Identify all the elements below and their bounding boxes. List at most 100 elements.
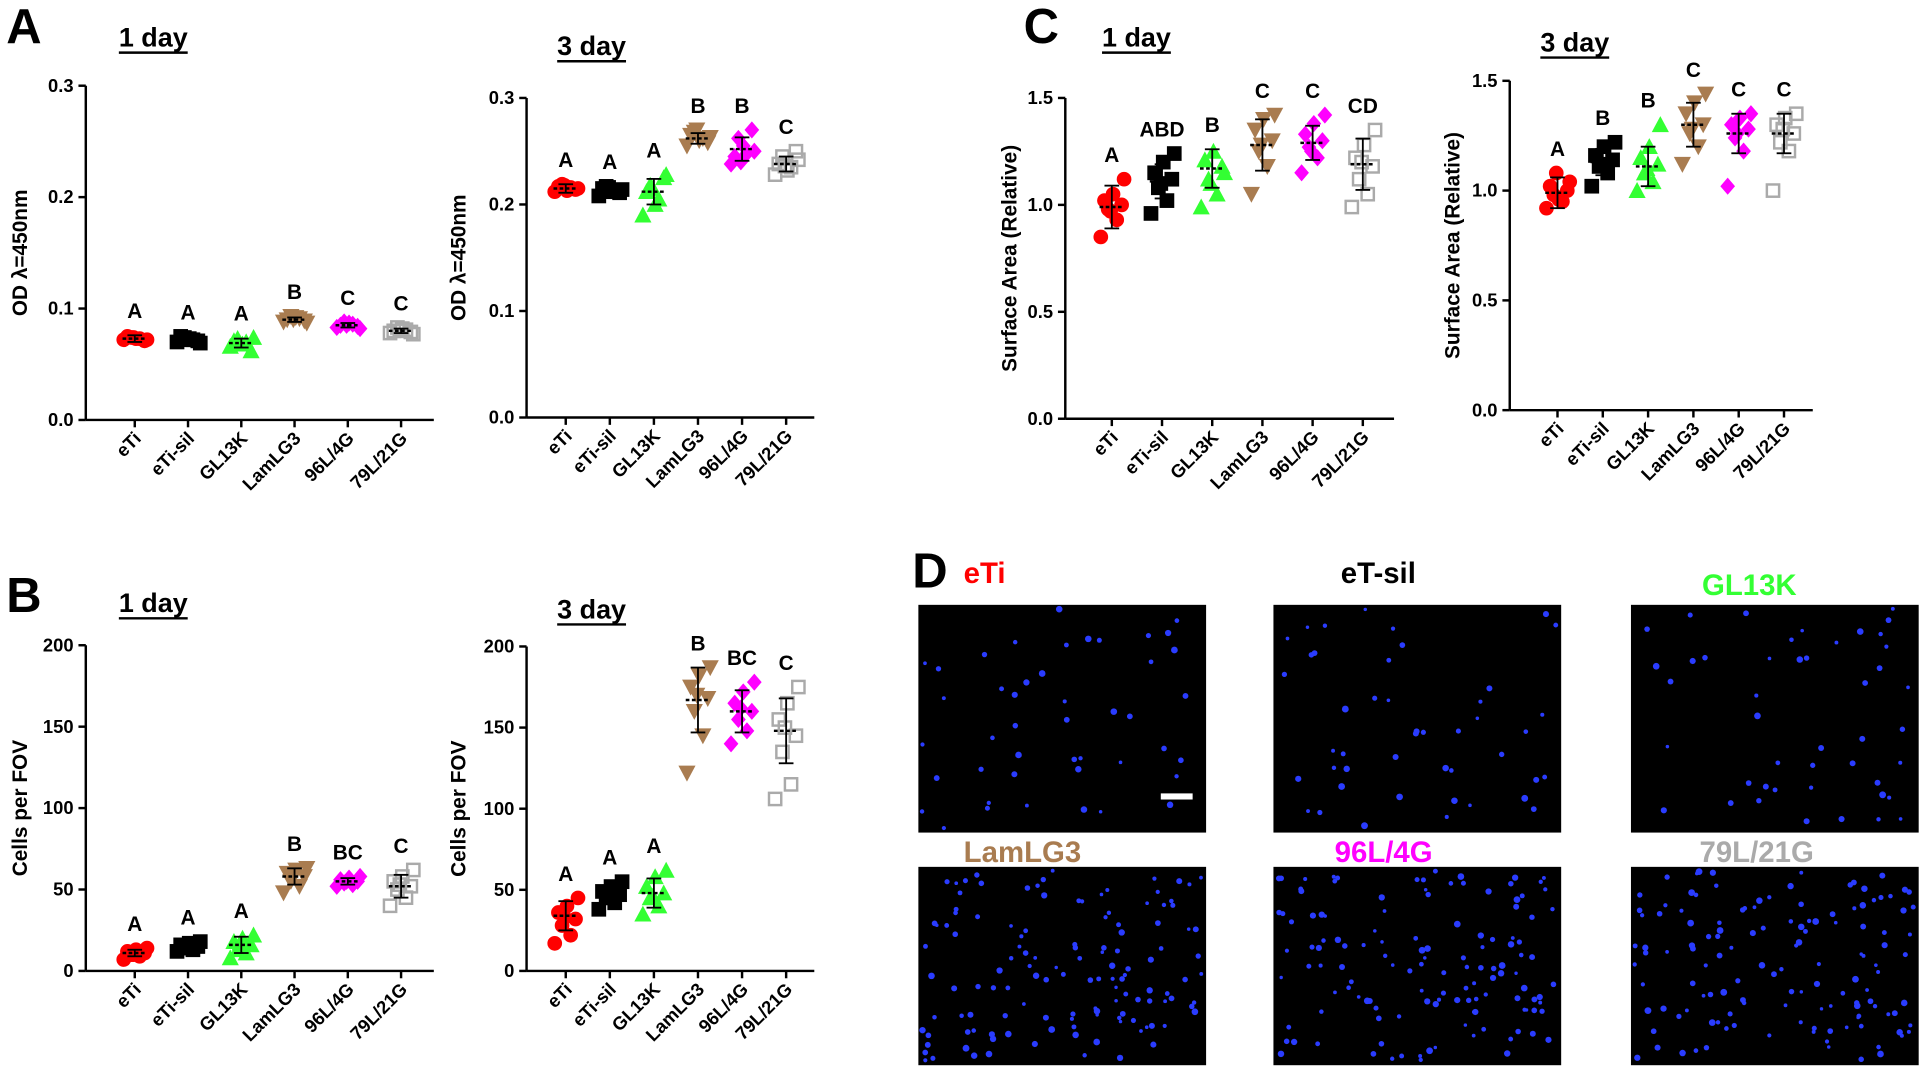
- nucleus: [1174, 618, 1180, 623]
- data-point: [274, 885, 293, 902]
- data-point: [1765, 183, 1781, 198]
- data-point: [690, 668, 708, 685]
- nucleus: [1803, 655, 1810, 661]
- nucleus: [1684, 1008, 1689, 1013]
- nucleus: [1709, 869, 1716, 876]
- nucleus: [1826, 1045, 1831, 1049]
- y-tick-label: 0: [63, 960, 73, 981]
- data-point: [688, 687, 706, 704]
- data-point: [179, 939, 195, 954]
- nucleus: [1119, 1010, 1126, 1017]
- nucleus: [1849, 760, 1856, 767]
- nucleus: [923, 943, 928, 949]
- nucleus: [1017, 944, 1022, 949]
- nucleus: [1027, 963, 1032, 969]
- nucleus: [1489, 974, 1497, 982]
- nucleus: [1145, 901, 1149, 906]
- nucleus: [1717, 920, 1722, 926]
- data-point: [1775, 121, 1791, 137]
- nucleus: [1756, 897, 1763, 904]
- nucleus: [1334, 936, 1342, 944]
- nucleus: [1150, 1041, 1157, 1048]
- nucleus: [1803, 928, 1808, 934]
- nucleus: [1041, 892, 1048, 899]
- data-point: [1215, 164, 1234, 181]
- x-tick-label: LamLG3: [238, 428, 305, 495]
- nucleus: [1510, 936, 1515, 940]
- nucleus: [1852, 906, 1857, 911]
- nucleus: [1480, 945, 1485, 950]
- nucleus: [1182, 976, 1188, 983]
- nucleus: [978, 880, 985, 887]
- nucleus: [1881, 930, 1887, 936]
- data-point: [1367, 122, 1383, 138]
- nucleus: [954, 881, 959, 886]
- nucleus: [1812, 918, 1820, 925]
- nucleus: [1341, 705, 1349, 713]
- nucleus: [1356, 995, 1361, 999]
- y-axis-label: Cells per FOV: [9, 740, 32, 877]
- nucleus: [1885, 617, 1892, 624]
- nucleus: [1538, 1000, 1543, 1005]
- nucleus: [1767, 656, 1772, 661]
- nucleus: [922, 1049, 929, 1056]
- nucleus: [1011, 771, 1018, 778]
- nucleus: [1720, 988, 1728, 996]
- nucleus: [1642, 950, 1649, 956]
- nucleus: [1898, 760, 1903, 765]
- significance-letter: C: [1305, 80, 1320, 103]
- nucleus: [1881, 942, 1888, 949]
- nucleus: [1386, 657, 1392, 663]
- significance-letter: B: [287, 833, 302, 856]
- nucleus: [1164, 629, 1172, 637]
- micrograph: [918, 604, 1207, 833]
- nucleus: [1346, 985, 1351, 991]
- nucleus: [1432, 868, 1438, 874]
- nucleus: [1288, 919, 1295, 925]
- nucleus: [925, 1032, 932, 1039]
- nucleus: [1878, 894, 1884, 901]
- panel-label: B: [6, 569, 41, 623]
- nucleus: [1373, 929, 1377, 933]
- nucleus: [1637, 892, 1643, 898]
- data-point: [788, 728, 804, 744]
- nucleus: [1448, 881, 1454, 886]
- nucleus: [1441, 970, 1447, 976]
- nucleus: [1096, 976, 1102, 982]
- nucleus: [1477, 932, 1484, 939]
- nucleus: [1876, 665, 1883, 672]
- nucleus: [1908, 1023, 1913, 1028]
- nucleus: [1767, 1033, 1772, 1038]
- significance-letter: C: [1776, 79, 1791, 102]
- data-point: [1166, 146, 1182, 161]
- y-axis-label: Surface Area (Relative): [1442, 132, 1465, 359]
- y-axis-label: Surface Area (Relative): [998, 145, 1021, 372]
- nucleus: [1023, 679, 1030, 686]
- nucleus: [1072, 945, 1079, 951]
- nucleus: [975, 914, 981, 920]
- nucleus: [1906, 889, 1912, 895]
- significance-letter: A: [1550, 138, 1565, 161]
- nucleus: [1022, 1002, 1026, 1006]
- chart: C 1 day Surface Area (Relative) 0.0 0.5 1.0 1.…: [998, 0, 1395, 493]
- nucleus: [1464, 964, 1470, 970]
- data-point: [657, 861, 675, 878]
- nucleus: [1463, 1023, 1468, 1027]
- x-tick-label: eTi: [1089, 426, 1122, 459]
- nucleus: [1829, 911, 1836, 918]
- nucleus: [1182, 693, 1189, 699]
- nucleus: [1811, 1029, 1816, 1034]
- nucleus: [1363, 997, 1371, 1005]
- nucleus: [1900, 907, 1907, 914]
- nucleus: [1043, 976, 1050, 983]
- nucleus: [953, 906, 959, 912]
- nucleus: [1809, 785, 1814, 790]
- nucleus: [1856, 1015, 1860, 1020]
- nucleus: [1550, 981, 1557, 988]
- nucleus: [1529, 954, 1536, 961]
- nucleus: [1390, 1056, 1395, 1061]
- significance-letter: C: [394, 835, 409, 858]
- nucleus: [1077, 955, 1083, 961]
- nucleus: [1378, 1040, 1385, 1047]
